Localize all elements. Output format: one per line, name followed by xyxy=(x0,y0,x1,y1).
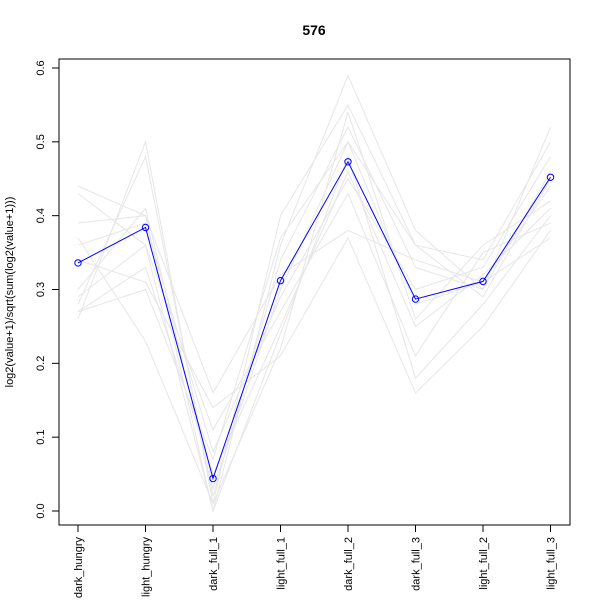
background-series-line-11 xyxy=(77,110,551,505)
background-series-line-8 xyxy=(77,215,551,395)
x-tick-label-7: light_full_2 xyxy=(478,537,490,590)
highlight-point-6 xyxy=(411,295,420,303)
x-tick-label-6: dark_full_3 xyxy=(411,537,423,591)
y-axis-label: log2(value+1)/sqrt(sum(log2(value+1))) xyxy=(4,197,16,388)
x-tick-label-5: dark_full_2 xyxy=(343,537,355,591)
highlight-series-group xyxy=(74,158,555,483)
y-axis: 0.0 0.1 0.2 0.3 0.4 0.5 0.6 xyxy=(35,60,60,519)
highlight-point-8 xyxy=(546,173,555,181)
chart-title: 576 xyxy=(302,22,326,38)
y-tick-label-6: 0.5 xyxy=(35,134,47,149)
highlight-point-7 xyxy=(479,277,487,286)
x-tick-label-3: dark_full_1 xyxy=(208,537,220,591)
highlight-point-4 xyxy=(276,276,285,285)
background-series-line-9 xyxy=(77,230,551,409)
background-series-line-6 xyxy=(77,156,551,454)
y-tick-label-5: 0.4 xyxy=(35,208,47,223)
background-series-line-5 xyxy=(77,170,551,476)
background-series-line-2 xyxy=(77,103,551,504)
y-tick-label-3: 0.2 xyxy=(35,356,47,371)
y-tick-label-2: 0.1 xyxy=(35,430,47,445)
x-tick-label-8: light_full_3 xyxy=(546,537,558,590)
highlight-point-1 xyxy=(74,259,82,267)
background-series-line-3 xyxy=(77,125,551,497)
x-axis: dark_hungry light_hungry dark_full_1 light_… xyxy=(73,525,558,598)
background-series-line-12 xyxy=(77,140,551,461)
y-tick-label-4: 0.3 xyxy=(35,282,47,297)
background-series-line-10 xyxy=(77,155,551,513)
x-tick-label-2: light_hungry xyxy=(141,537,153,597)
background-series-line-1 xyxy=(77,74,551,512)
highlight-point-2 xyxy=(141,223,150,232)
highlight-series-line xyxy=(77,160,551,481)
x-tick-label-4: light_full_1 xyxy=(276,537,288,590)
x-tick-label-1: dark_hungry xyxy=(73,537,85,599)
background-series-line-4 xyxy=(77,140,551,491)
background-series-group xyxy=(77,74,551,513)
highlight-point-3 xyxy=(209,474,217,483)
y-tick-label-1: 0.0 xyxy=(35,503,47,518)
y-tick-label-7: 0.6 xyxy=(35,60,47,75)
highlight-point-5 xyxy=(344,158,352,166)
plot-frame xyxy=(58,58,571,526)
